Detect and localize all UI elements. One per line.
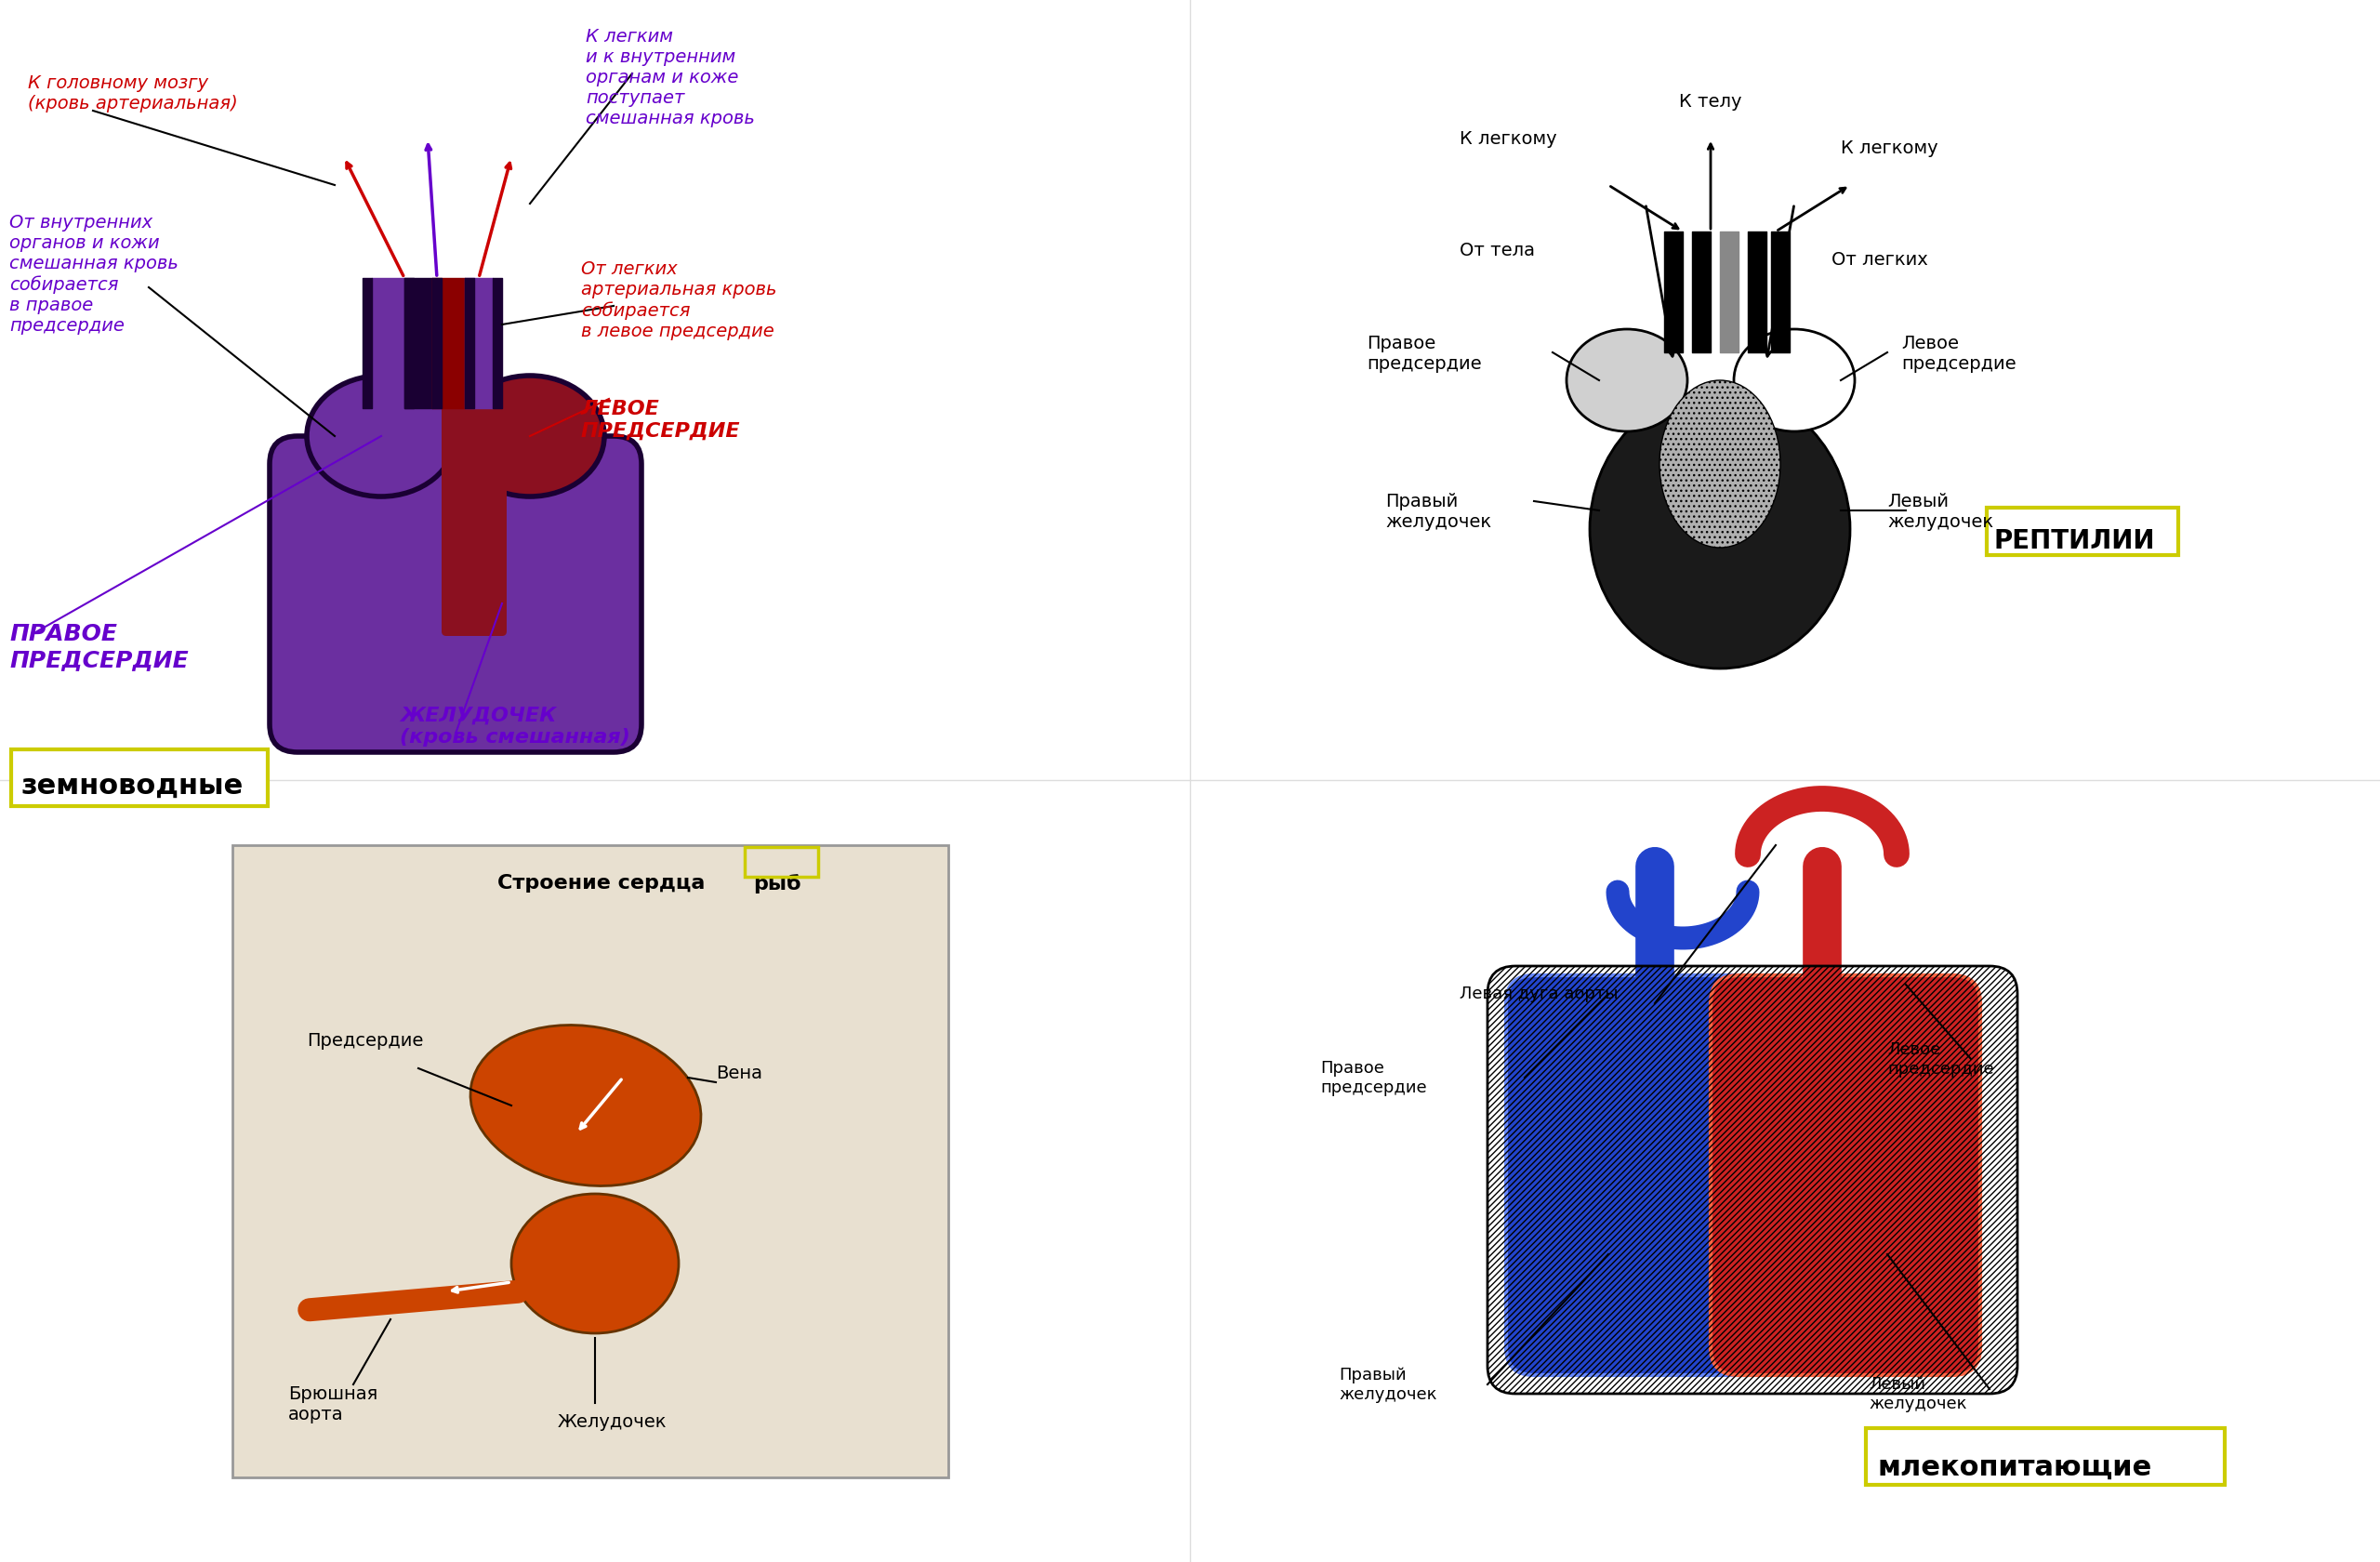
FancyBboxPatch shape [1866,1428,2225,1485]
Text: Правый
желудочек: Правый желудочек [1338,1365,1438,1403]
FancyBboxPatch shape [443,395,507,636]
FancyBboxPatch shape [1987,508,2178,556]
Text: рыб: рыб [752,873,802,893]
Text: Строение сердца: Строение сердца [497,873,712,892]
FancyBboxPatch shape [233,845,947,1478]
Text: К легкому: К легкому [1840,139,1937,158]
Ellipse shape [1566,330,1687,433]
Ellipse shape [1659,381,1780,548]
Text: От внутренних
органов и кожи
смешанная кровь
собирается
в правое
предсердие: От внутренних органов и кожи смешанная к… [10,214,178,334]
Text: От легких
артериальная кровь
собирается
в левое предсердие: От легких артериальная кровь собирается … [581,261,776,341]
FancyBboxPatch shape [1711,976,1980,1375]
Text: Вена: Вена [716,1064,762,1081]
Text: К телу: К телу [1680,92,1742,111]
Ellipse shape [307,376,455,497]
Text: К легкому: К легкому [1459,130,1557,148]
Ellipse shape [512,1193,678,1334]
FancyBboxPatch shape [1507,976,1775,1375]
Text: млекопитающие: млекопитающие [1878,1453,2152,1479]
Ellipse shape [1590,390,1849,669]
Text: Левое
предсердие: Левое предсердие [1902,334,2016,373]
Text: Левый
желудочек: Левый желудочек [1887,492,1994,531]
Text: Брюшная
аорта: Брюшная аорта [288,1384,378,1423]
Text: Левый
желудочек: Левый желудочек [1868,1375,1966,1412]
Text: Желудочек: Желудочек [557,1412,666,1431]
Ellipse shape [1735,330,1854,433]
Text: РЕПТИЛИИ: РЕПТИЛИИ [1994,528,2156,555]
FancyBboxPatch shape [269,437,643,753]
Text: От легких: От легких [1833,251,1928,269]
Text: ПРАВОЕ
ПРЕДСЕРДИЕ: ПРАВОЕ ПРЕДСЕРДИЕ [10,623,188,670]
Text: земноводные: земноводные [21,772,243,798]
Text: Левое
предсердие: Левое предсердие [1887,1040,1994,1076]
Text: Предсердие: Предсердие [307,1031,424,1050]
Text: ЛЕВОЕ
ПРЕДСЕРДИЕ: ЛЕВОЕ ПРЕДСЕРДИЕ [581,400,740,439]
Text: К головному мозгу
(кровь артериальная): К головному мозгу (кровь артериальная) [29,75,238,112]
Text: ЖЕЛУДОЧЕК
(кровь смешанная): ЖЕЛУДОЧЕК (кровь смешанная) [400,706,631,747]
Ellipse shape [455,376,605,497]
FancyBboxPatch shape [12,750,269,806]
Text: От тела: От тела [1459,242,1535,259]
Text: Левая дуга аорты: Левая дуга аорты [1459,986,1618,1001]
Text: Правое
предсердие: Правое предсердие [1321,1059,1426,1095]
FancyArrowPatch shape [309,1292,519,1311]
Text: Правый
желудочек: Правый желудочек [1385,492,1492,531]
Text: Правое
предсердие: Правое предсердие [1366,334,1483,373]
Text: К легким
и к внутренним
органам и коже
поступает
смешанная кровь: К легким и к внутренним органам и коже п… [585,28,754,127]
Ellipse shape [471,1025,702,1186]
